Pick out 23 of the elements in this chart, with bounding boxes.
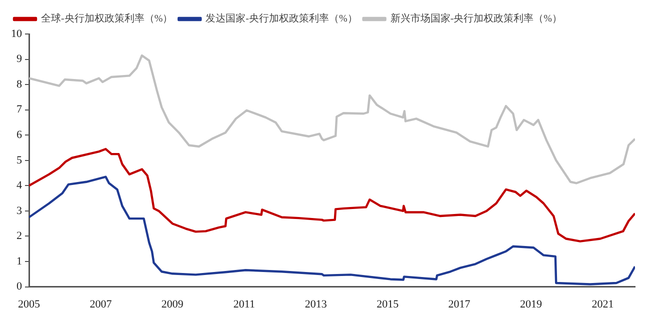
x-tick-label: 2013 (304, 298, 328, 310)
x-tick-label: 2017 (448, 298, 471, 310)
y-tick-label: 6 (16, 129, 22, 142)
y-tick-label: 3 (16, 204, 22, 217)
legend-label: 发达国家-央行加权政策利率（%） (206, 12, 358, 25)
y-tick-label: 10 (11, 28, 22, 40)
y-tick-label: 0 (16, 280, 22, 293)
x-tick-label: 2011 (233, 298, 255, 310)
legend-label: 新兴市场国家-央行加权政策利率（%） (390, 12, 562, 25)
x-tick-label: 2015 (376, 298, 400, 310)
x-tick-label: 2005 (18, 298, 40, 310)
x-tick-label: 2007 (90, 298, 112, 310)
y-tick-label: 8 (16, 78, 22, 90)
y-tick-label: 1 (16, 255, 22, 268)
x-tick-label: 2021 (592, 298, 614, 310)
y-tick-label: 5 (16, 154, 22, 166)
y-tick-label: 7 (16, 104, 22, 116)
x-tick-label: 2009 (161, 298, 184, 310)
y-tick-label: 9 (16, 53, 22, 66)
y-tick-label: 2 (16, 230, 22, 242)
x-tick-label: 2019 (520, 298, 543, 310)
y-tick-label: 4 (16, 180, 22, 192)
legend-label: 全球-央行加权政策利率（%） (41, 12, 173, 25)
